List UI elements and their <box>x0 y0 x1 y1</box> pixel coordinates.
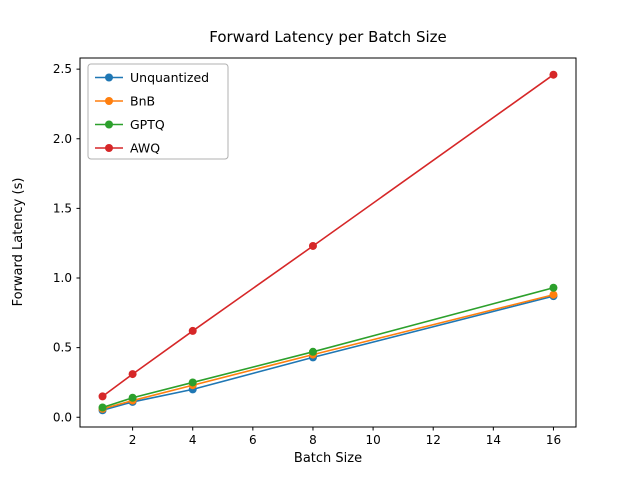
legend-marker-sample <box>105 144 113 152</box>
y-tick-label: 0.0 <box>53 410 72 424</box>
legend-item-label: Unquantized <box>130 70 209 85</box>
x-tick-label: 14 <box>486 433 501 447</box>
axes-spines <box>79 57 577 428</box>
legend: Unquantized BnB GPTQ AWQ <box>87 63 229 160</box>
legend-marker-sample <box>105 97 113 105</box>
legend-item-label: BnB <box>130 94 155 109</box>
data-point-awq <box>549 70 558 79</box>
y-tick-label: 1.5 <box>53 201 72 215</box>
data-point-awq <box>308 241 317 250</box>
x-tick-label: 4 <box>189 433 197 447</box>
axes-layer: 2 4 6 8 10 12 14 16 0.0 0.5 1.0 1.5 2.0 2.5 <box>53 57 577 447</box>
x-axis-label: Batch Size <box>294 451 362 466</box>
x-tick-label: 12 <box>426 433 441 447</box>
data-point-gptq <box>308 347 317 356</box>
legend-item-label: AWQ <box>130 141 160 156</box>
data-point-gptq <box>549 283 558 292</box>
x-tick-label: 8 <box>309 433 317 447</box>
x-tick-label: 6 <box>249 433 257 447</box>
y-tick-label: 1.0 <box>53 271 72 285</box>
x-tick-label: 10 <box>365 433 380 447</box>
data-point-gptq <box>188 378 197 387</box>
legend-marker-sample <box>105 73 113 82</box>
y-tick-label: 2.5 <box>53 62 72 76</box>
legend-frame <box>87 63 229 160</box>
data-point-awq <box>98 392 107 401</box>
data-point-awq <box>188 326 197 335</box>
y-tick-label: 0.5 <box>53 341 72 355</box>
x-tick-label: 2 <box>129 433 137 447</box>
y-axis-label: Forward Latency (s) <box>11 178 26 307</box>
data-point-bnb <box>549 290 558 299</box>
y-tick-label: 2.0 <box>53 132 72 146</box>
x-tick-label: 16 <box>546 433 561 447</box>
legend-item-label: GPTQ <box>130 117 165 132</box>
data-point-gptq <box>128 393 137 402</box>
data-point-awq <box>128 370 137 379</box>
legend-marker-sample <box>105 120 113 129</box>
data-point-gptq <box>98 403 107 412</box>
series-layer <box>98 70 558 415</box>
chart-title: Forward Latency per Batch Size <box>209 28 447 46</box>
